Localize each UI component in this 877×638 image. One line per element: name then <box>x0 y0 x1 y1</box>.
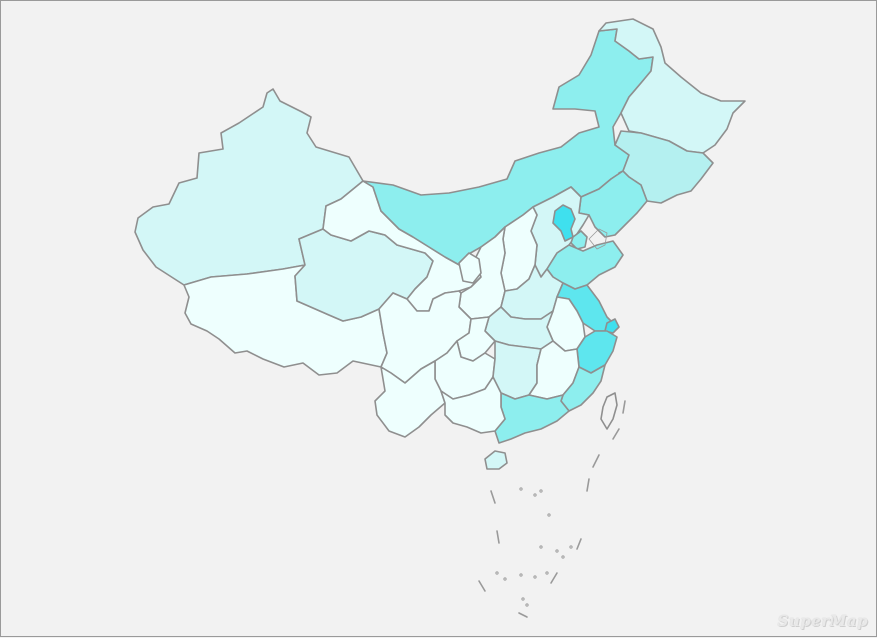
nine-dash-line <box>478 400 626 618</box>
region-beijing[interactable] <box>552 204 576 242</box>
region-tianjin[interactable] <box>570 230 588 250</box>
region-hainan[interactable] <box>484 450 508 470</box>
region-guangxi[interactable] <box>440 376 506 434</box>
south-china-sea-islands <box>495 487 573 607</box>
region-fujian[interactable] <box>560 364 606 412</box>
region-ningxia[interactable] <box>458 252 482 284</box>
region-yunnan[interactable] <box>374 360 446 438</box>
region-shanghai[interactable] <box>604 318 620 334</box>
bohai-sea-outline <box>588 228 608 250</box>
region-taiwan[interactable] <box>600 392 618 430</box>
region-guangdong[interactable] <box>494 392 570 444</box>
supermap-watermark: SuperMap <box>777 612 868 630</box>
